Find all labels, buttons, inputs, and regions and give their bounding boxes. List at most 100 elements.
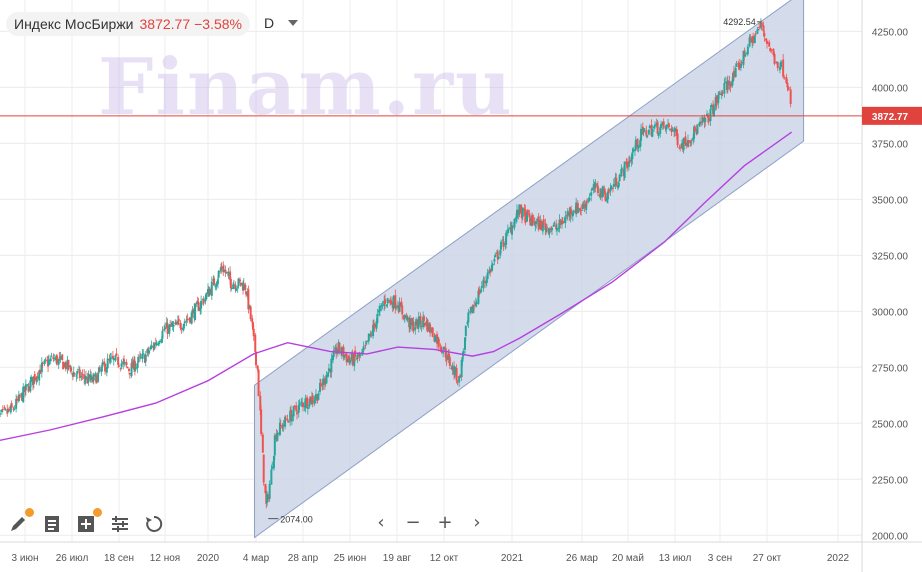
candle xyxy=(480,281,483,291)
candle xyxy=(667,122,670,129)
candle xyxy=(779,59,782,70)
candle xyxy=(704,117,707,127)
candle xyxy=(196,296,199,303)
candle xyxy=(0,409,2,418)
candle xyxy=(685,138,688,149)
candle xyxy=(142,349,145,359)
candle xyxy=(62,361,65,370)
candle xyxy=(80,372,83,381)
scroll-left-button[interactable]: ‹ xyxy=(377,512,385,533)
candle xyxy=(0,409,3,415)
candle xyxy=(735,60,738,67)
candle xyxy=(169,319,172,331)
x-tick-label: 25 июн xyxy=(334,553,367,564)
candle xyxy=(458,373,461,378)
candle xyxy=(417,311,420,333)
candle xyxy=(319,378,322,395)
watermark: Finam.ru xyxy=(98,42,514,133)
candle xyxy=(601,185,604,198)
candle xyxy=(469,306,472,315)
candle xyxy=(343,354,346,360)
y-tick-label: 2000.00 xyxy=(872,531,909,542)
x-tick-label: 12 ноя xyxy=(150,553,180,564)
candle xyxy=(591,186,594,191)
candle xyxy=(575,197,578,218)
candle xyxy=(496,249,499,265)
last-price-tag xyxy=(862,106,922,125)
candle xyxy=(322,374,325,390)
candle xyxy=(564,210,567,229)
candle xyxy=(317,390,320,400)
zoom-in-button[interactable]: + xyxy=(437,512,453,533)
candle xyxy=(513,218,516,231)
candle xyxy=(448,348,451,358)
candle xyxy=(252,324,255,341)
candle xyxy=(200,295,203,315)
scroll-right-button[interactable]: › xyxy=(473,512,481,533)
candle xyxy=(302,402,304,412)
candle xyxy=(183,318,186,327)
candle xyxy=(556,223,558,236)
candle xyxy=(327,363,330,373)
candle xyxy=(230,287,233,291)
candle xyxy=(232,279,235,290)
candle xyxy=(155,340,158,347)
candle xyxy=(287,420,290,423)
candle xyxy=(502,236,505,251)
candle xyxy=(293,405,296,410)
pencil-icon[interactable] xyxy=(6,508,34,536)
candle xyxy=(674,126,676,137)
candle xyxy=(451,362,454,376)
candle xyxy=(785,73,788,84)
candle xyxy=(47,354,50,366)
candle xyxy=(786,79,789,92)
candle xyxy=(500,239,503,254)
regression-channel[interactable] xyxy=(253,0,805,539)
candle xyxy=(266,490,269,507)
candle xyxy=(103,358,106,365)
zoom-out-button[interactable]: − xyxy=(405,512,421,533)
candle xyxy=(507,227,510,234)
candle xyxy=(617,180,620,189)
candle xyxy=(420,320,423,332)
x-tick-label: 4 мар xyxy=(243,553,270,564)
badge-dot xyxy=(25,508,34,517)
notes-icon[interactable] xyxy=(40,512,64,536)
interval-selector[interactable]: D xyxy=(264,15,299,31)
drawing-toolbar xyxy=(6,508,166,536)
reset-icon[interactable] xyxy=(142,512,166,536)
candle xyxy=(760,20,763,31)
candle xyxy=(718,91,721,99)
candle xyxy=(453,365,456,379)
candle xyxy=(478,285,481,298)
candle xyxy=(651,125,654,138)
candle xyxy=(773,51,776,66)
candle xyxy=(647,129,650,136)
candle xyxy=(67,359,70,371)
candle xyxy=(197,297,200,312)
candle xyxy=(314,389,317,404)
candle xyxy=(482,276,485,292)
candle xyxy=(475,299,478,307)
candle xyxy=(398,297,401,313)
settings-sliders-icon[interactable] xyxy=(108,512,132,536)
candle xyxy=(136,362,139,374)
x-tick-label: 18 сен xyxy=(104,553,134,564)
candle xyxy=(628,155,631,164)
candle xyxy=(758,22,761,31)
candle xyxy=(489,268,492,277)
y-tick-label: 3000.00 xyxy=(872,307,909,318)
candle xyxy=(268,480,271,502)
candle xyxy=(348,353,351,366)
candle xyxy=(49,355,52,365)
candle xyxy=(70,366,73,375)
x-tick-label: 3 сен xyxy=(708,553,732,564)
candle xyxy=(588,193,591,202)
candle xyxy=(306,404,309,415)
candle xyxy=(227,267,230,280)
candle xyxy=(40,357,43,378)
instrument-header[interactable]: Индекс МосБиржи 3872.77 −3.58% xyxy=(6,12,250,36)
candle xyxy=(657,131,660,139)
add-indicator-icon[interactable] xyxy=(74,508,102,536)
